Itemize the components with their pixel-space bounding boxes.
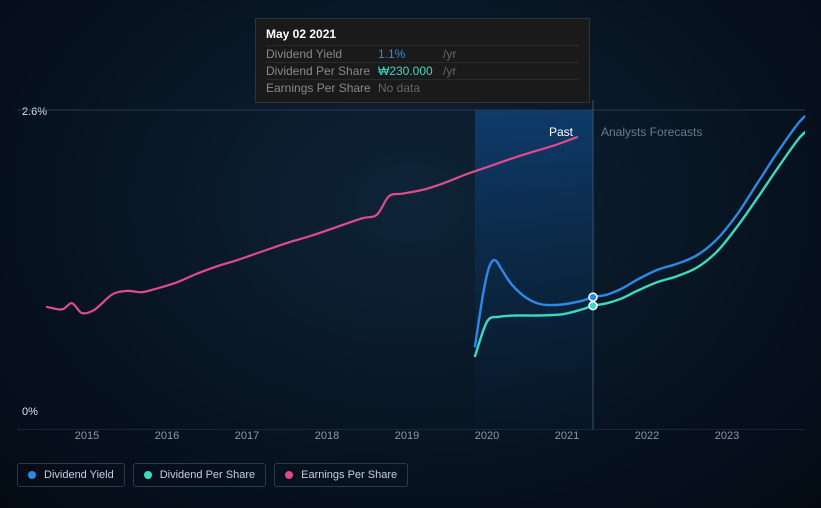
legend-label: Earnings Per Share bbox=[301, 469, 397, 481]
tooltip-row: Earnings Per Share No data bbox=[266, 79, 579, 96]
legend-item-dividend-per-share[interactable]: Dividend Per Share bbox=[133, 463, 266, 487]
legend-dot bbox=[285, 471, 293, 479]
x-axis-label: 2020 bbox=[475, 430, 499, 442]
legend-label: Dividend Per Share bbox=[160, 469, 255, 481]
tooltip-label: Dividend Per Share bbox=[266, 64, 378, 78]
legend-item-earnings-per-share[interactable]: Earnings Per Share bbox=[274, 463, 408, 487]
tooltip-value: 1.1% bbox=[378, 47, 443, 61]
chart-tooltip: May 02 2021 Dividend Yield 1.1% /yr Divi… bbox=[255, 18, 590, 103]
x-axis-label: 2023 bbox=[715, 430, 739, 442]
svg-text:Past: Past bbox=[549, 125, 574, 139]
x-axis-label: 2021 bbox=[555, 430, 579, 442]
legend-dot bbox=[144, 471, 152, 479]
tooltip-row: Dividend Yield 1.1% /yr bbox=[266, 45, 579, 62]
legend-label: Dividend Yield bbox=[44, 469, 114, 481]
x-axis-label: 2015 bbox=[75, 430, 99, 442]
x-axis-labels: 2015 2016 2017 2018 2019 2020 2021 2022 2023 bbox=[17, 430, 805, 446]
tooltip-value: No data bbox=[378, 81, 443, 95]
x-axis-label: 2022 bbox=[635, 430, 659, 442]
tooltip-unit: /yr bbox=[443, 47, 456, 61]
legend-dot bbox=[28, 471, 36, 479]
legend-item-dividend-yield[interactable]: Dividend Yield bbox=[17, 463, 125, 487]
chart-svg: Past Analysts Forecasts bbox=[17, 100, 805, 430]
tooltip-value: ₩230.000 bbox=[378, 64, 443, 78]
x-axis-label: 2019 bbox=[395, 430, 419, 442]
tooltip-date: May 02 2021 bbox=[266, 25, 579, 45]
x-axis-label: 2016 bbox=[155, 430, 179, 442]
tooltip-label: Earnings Per Share bbox=[266, 81, 378, 95]
chart-area[interactable]: Past Analysts Forecasts bbox=[17, 100, 805, 430]
tooltip-label: Dividend Yield bbox=[266, 47, 378, 61]
tooltip-row: Dividend Per Share ₩230.000 /yr bbox=[266, 62, 579, 79]
tooltip-unit: /yr bbox=[443, 64, 456, 78]
legend: Dividend Yield Dividend Per Share Earnin… bbox=[17, 463, 408, 487]
x-axis-label: 2018 bbox=[315, 430, 339, 442]
x-axis-label: 2017 bbox=[235, 430, 259, 442]
svg-text:Analysts Forecasts: Analysts Forecasts bbox=[601, 125, 702, 139]
